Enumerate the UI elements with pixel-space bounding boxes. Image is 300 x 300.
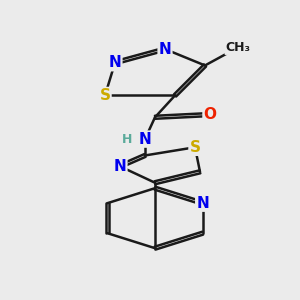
Text: N: N: [139, 132, 152, 147]
Text: CH₃: CH₃: [226, 41, 250, 54]
Text: N: N: [196, 196, 209, 211]
Text: H: H: [122, 133, 132, 146]
Text: N: N: [109, 55, 122, 70]
Text: S: S: [190, 140, 200, 155]
Text: O: O: [203, 107, 217, 122]
Text: N: N: [114, 159, 126, 174]
Text: N: N: [159, 42, 171, 57]
Text: S: S: [100, 88, 110, 103]
